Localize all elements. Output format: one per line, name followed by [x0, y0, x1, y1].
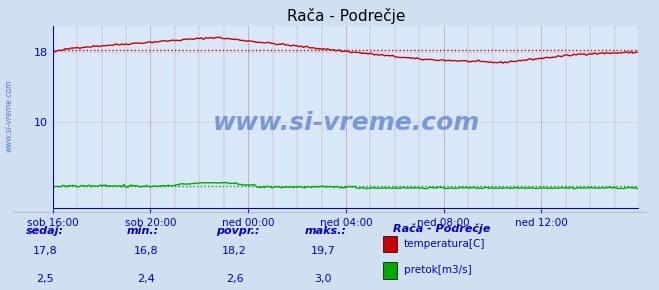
Text: 16,8: 16,8	[134, 246, 158, 256]
Text: www.si-vreme.com: www.si-vreme.com	[212, 111, 480, 135]
Text: povpr.:: povpr.:	[215, 226, 259, 236]
Text: 2,6: 2,6	[226, 274, 243, 284]
Text: 19,7: 19,7	[311, 246, 335, 256]
Bar	[384, 262, 397, 279]
Text: sedaj:: sedaj:	[26, 226, 64, 236]
Text: 2,5: 2,5	[36, 274, 53, 284]
Text: Rača - Podrečje: Rača - Podrečje	[393, 224, 490, 234]
Text: 18,2: 18,2	[222, 246, 247, 256]
Text: min.:: min.:	[127, 226, 159, 236]
Text: 2,4: 2,4	[137, 274, 155, 284]
Text: maks.:: maks.:	[304, 226, 346, 236]
Text: 17,8: 17,8	[32, 246, 57, 256]
Bar	[384, 236, 397, 252]
Text: 3,0: 3,0	[314, 274, 332, 284]
Title: Rača - Podrečje: Rača - Podrečje	[287, 8, 405, 23]
Text: pretok[m3/s]: pretok[m3/s]	[404, 265, 472, 276]
Text: www.si-vreme.com: www.si-vreme.com	[4, 80, 13, 152]
Text: temperatura[C]: temperatura[C]	[404, 239, 486, 249]
